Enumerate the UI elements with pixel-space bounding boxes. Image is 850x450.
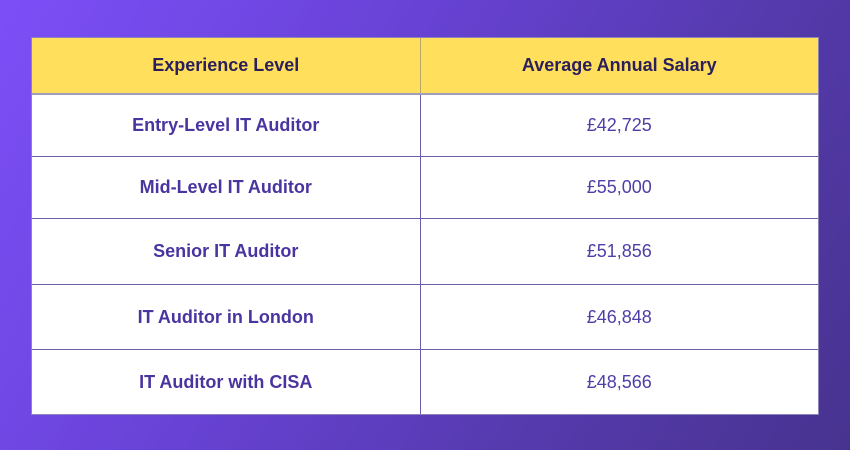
salary-cell: £46,848 bbox=[420, 284, 818, 350]
salary-cell: £42,725 bbox=[586, 115, 652, 135]
experience-level-cell: Mid-Level IT Auditor bbox=[32, 156, 421, 219]
table-row: IT Auditor in London £46,848 bbox=[32, 284, 818, 350]
table-body: Entry-Level IT Auditor £42,725 Mid-Level… bbox=[32, 94, 818, 414]
salary-cell: £51,856 bbox=[420, 218, 818, 285]
salary-table: Experience Level Average Annual Salary E… bbox=[31, 37, 819, 415]
table-row: Entry-Level IT Auditor £42,725 bbox=[32, 94, 818, 157]
experience-level-cell: Entry-Level IT Auditor bbox=[32, 94, 421, 157]
salary-cell: £55,000 bbox=[420, 156, 818, 219]
experience-level-cell: Senior IT Auditor bbox=[32, 218, 421, 285]
header-average-annual-salary: Average Annual Salary bbox=[420, 38, 818, 95]
salary-cell: £48,566 bbox=[420, 349, 818, 414]
table-header: Experience Level Average Annual Salary bbox=[32, 38, 818, 95]
header-row: Experience Level Average Annual Salary bbox=[32, 38, 818, 95]
salary-table-grid: Experience Level Average Annual Salary E… bbox=[32, 38, 818, 414]
experience-level-cell: IT Auditor in London bbox=[32, 284, 421, 350]
table-row: Mid-Level IT Auditor £55,000 bbox=[32, 156, 818, 219]
table-row: Senior IT Auditor £51,856 bbox=[32, 218, 818, 285]
table-row: IT Auditor with CISA £48,566 bbox=[32, 349, 818, 414]
header-experience-level: Experience Level bbox=[32, 38, 421, 95]
experience-level-cell: IT Auditor with CISA bbox=[32, 349, 421, 414]
